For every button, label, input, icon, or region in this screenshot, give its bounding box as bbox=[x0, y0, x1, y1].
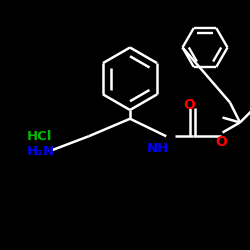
Text: O: O bbox=[183, 98, 195, 112]
Text: H₂N: H₂N bbox=[26, 145, 54, 158]
Text: NH: NH bbox=[146, 142, 169, 155]
Text: HCl: HCl bbox=[26, 130, 52, 143]
Text: O: O bbox=[215, 136, 227, 149]
